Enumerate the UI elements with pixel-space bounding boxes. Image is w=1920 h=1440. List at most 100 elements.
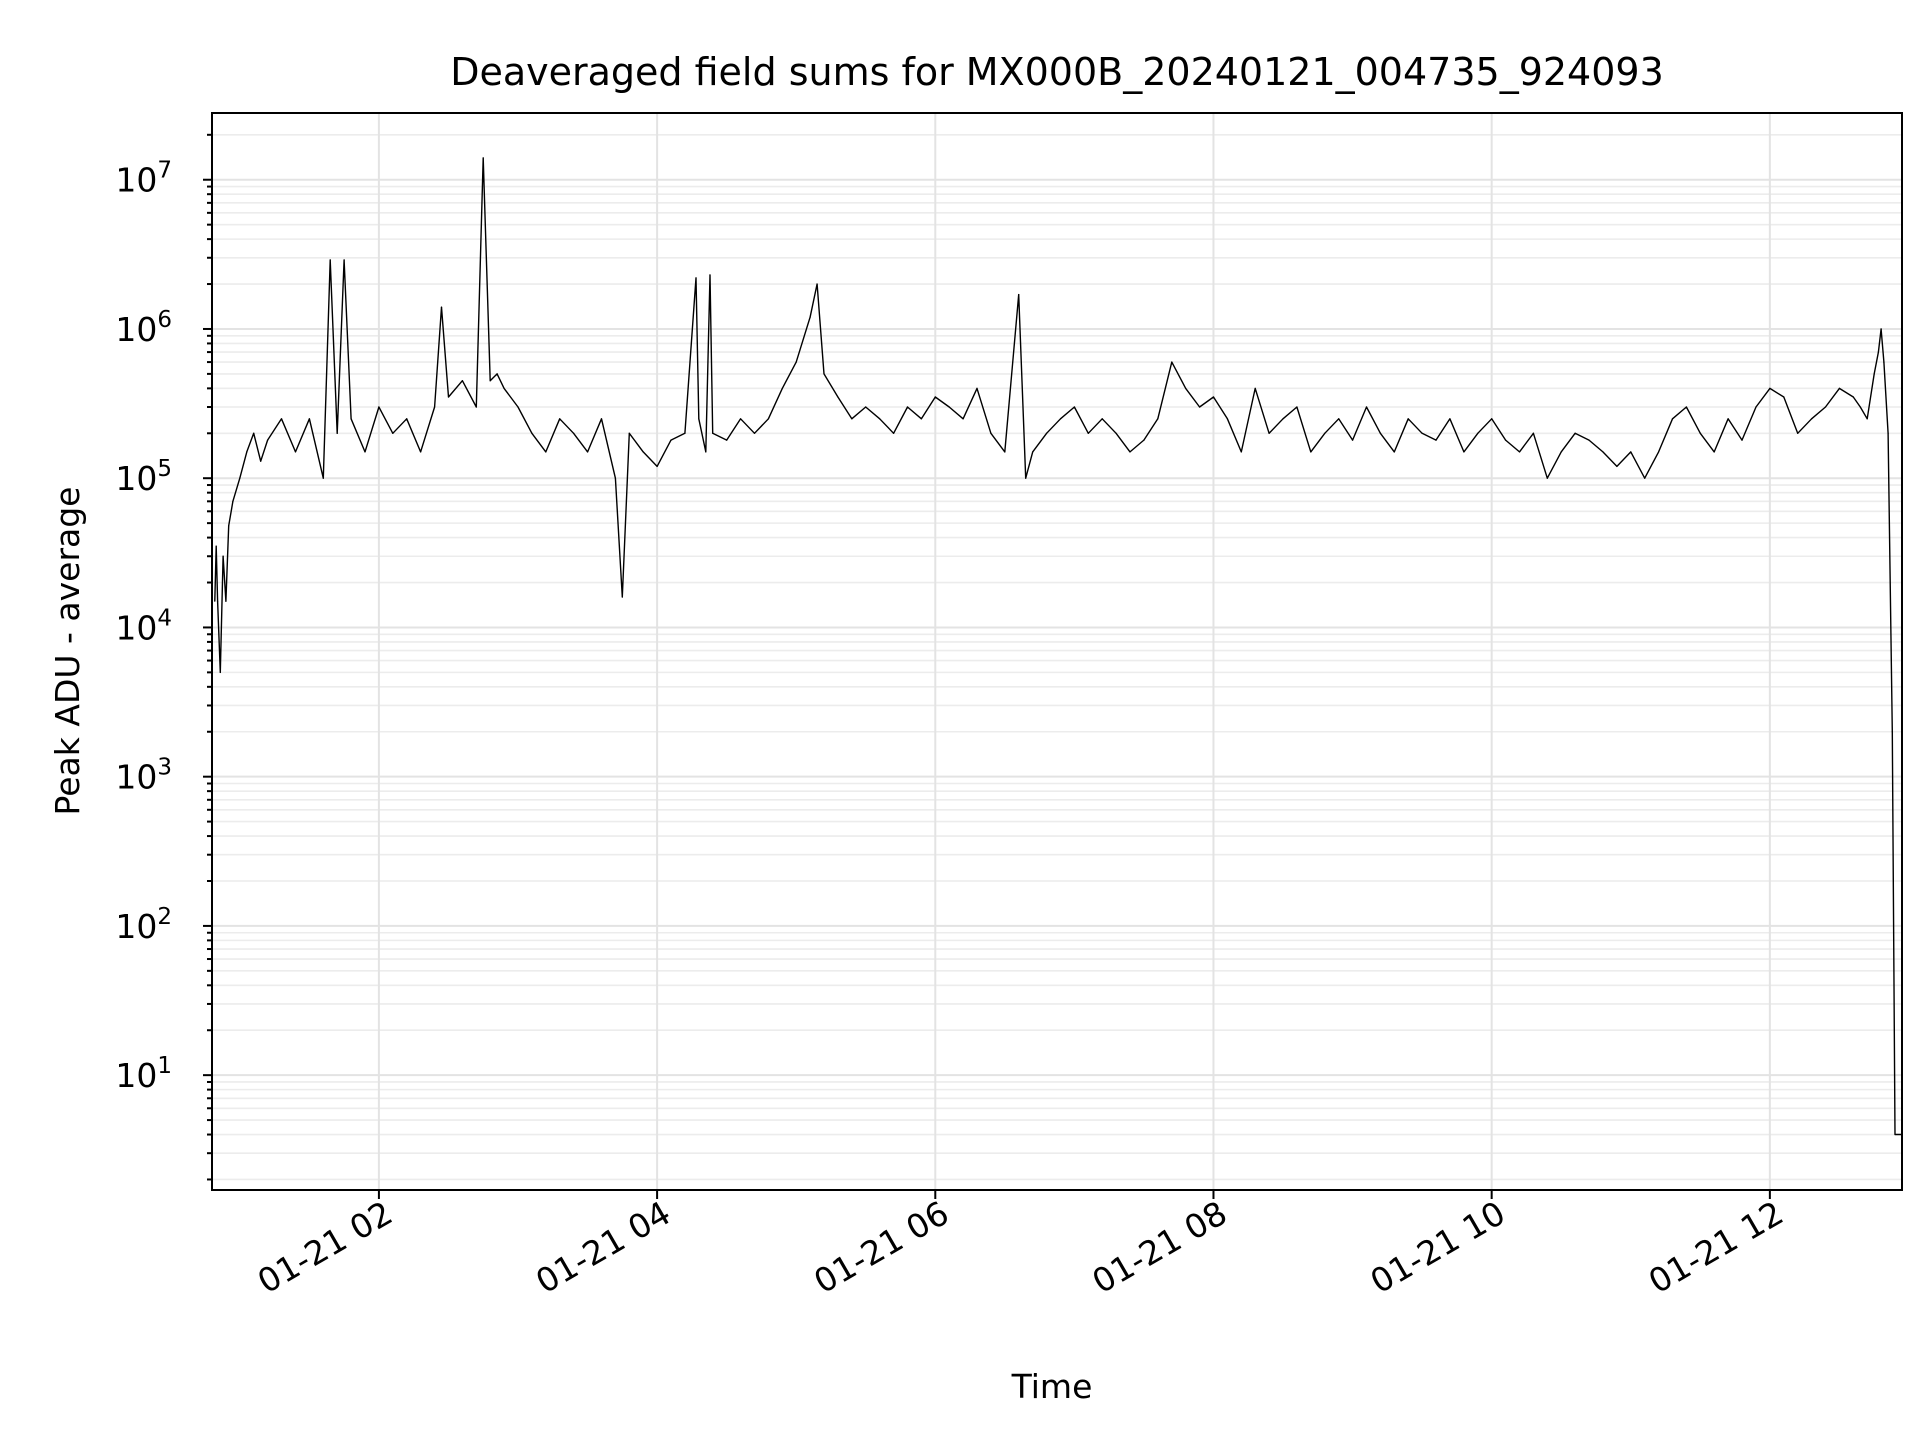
data-point	[1254, 387, 1256, 389]
data-point	[670, 439, 672, 441]
data-point	[600, 418, 603, 420]
data-point	[1887, 432, 1889, 434]
data-point	[1741, 439, 1743, 441]
data-point	[1491, 418, 1493, 420]
data-point	[1588, 439, 1590, 441]
data-point	[322, 477, 324, 479]
y-tick-base: 10	[115, 1056, 157, 1095]
data-point	[1198, 406, 1201, 408]
data-point	[1883, 361, 1885, 363]
data-point	[225, 600, 227, 602]
series-layer	[214, 157, 1903, 1136]
y-tick-exponent: 2	[157, 904, 172, 930]
data-point	[906, 406, 909, 408]
data-point	[1685, 406, 1688, 408]
x-tick-label: 01-21 02	[251, 1193, 399, 1301]
data-point	[1115, 432, 1117, 434]
data-point	[1838, 387, 1841, 389]
grid	[212, 113, 1902, 1190]
data-point	[1873, 373, 1875, 375]
data-point	[531, 432, 533, 434]
data-point	[781, 387, 783, 389]
data-point	[1616, 465, 1618, 467]
data-point	[628, 432, 630, 434]
data-point	[1268, 432, 1270, 434]
data-point	[1449, 418, 1451, 420]
data-point	[920, 418, 922, 420]
data-point	[1324, 432, 1326, 434]
data-point	[232, 500, 234, 502]
data-point	[1212, 396, 1215, 398]
y-tick-base: 10	[115, 907, 157, 946]
data-point	[559, 418, 561, 420]
y-tick-label: 104	[115, 605, 172, 647]
data-point	[461, 380, 463, 382]
data-point	[1157, 418, 1159, 420]
data-point	[573, 432, 575, 434]
data-point	[1602, 451, 1604, 453]
data-point	[795, 361, 797, 363]
data-point	[214, 600, 216, 602]
data-point	[1727, 418, 1729, 420]
data-point	[1797, 432, 1799, 434]
y-tick-exponent: 3	[157, 755, 172, 781]
x-tick-label: 01-21 12	[1642, 1193, 1790, 1301]
y-tick-exponent: 5	[157, 456, 172, 482]
y-tick-exponent: 6	[157, 307, 172, 333]
data-point	[1032, 451, 1034, 453]
data-point	[990, 432, 992, 434]
data-point	[1713, 451, 1715, 453]
data-point	[1671, 418, 1674, 420]
data-point	[1282, 418, 1284, 420]
data-point	[865, 406, 867, 408]
data-point	[216, 600, 219, 602]
data-point	[228, 525, 230, 527]
y-tick-base: 10	[115, 161, 157, 200]
data-point	[1574, 432, 1576, 434]
y-axis-label: Peak ADU - average	[48, 487, 87, 816]
series-line	[214, 157, 1902, 1136]
data-point	[892, 432, 895, 434]
y-tick-base: 10	[115, 459, 157, 498]
data-point	[343, 259, 345, 261]
data-point	[1421, 432, 1423, 434]
y-tick-base: 10	[115, 608, 157, 647]
data-point	[517, 406, 519, 408]
data-point	[364, 451, 366, 453]
y-tick-exponent: 4	[157, 605, 172, 631]
data-point	[545, 451, 547, 453]
data-point	[1338, 418, 1340, 420]
data-point	[709, 274, 711, 276]
data-point	[934, 396, 936, 398]
data-point	[1504, 439, 1507, 441]
data-point	[1755, 406, 1757, 408]
data-point	[656, 465, 658, 467]
data-point	[976, 387, 978, 389]
y-tick-base: 10	[115, 310, 157, 349]
data-point	[1810, 418, 1813, 420]
data-point	[1407, 418, 1409, 420]
data-point	[837, 396, 839, 398]
data-point	[621, 596, 623, 598]
data-point	[1880, 328, 1882, 330]
data-point	[851, 418, 853, 420]
data-point	[1171, 361, 1173, 363]
data-point	[1630, 451, 1632, 453]
x-axis: 01-21 02 01-21 04 01-21 06 01-21 08 01-21 10…	[251, 1190, 1790, 1301]
data-point	[1365, 406, 1368, 408]
data-point	[1769, 387, 1771, 389]
data-point	[1891, 731, 1893, 733]
data-point	[695, 277, 697, 279]
data-point	[1532, 432, 1534, 434]
y-tick-base: 10	[115, 758, 157, 797]
data-point	[1240, 451, 1242, 453]
y-tick-label: 105	[115, 456, 172, 498]
data-point	[1866, 418, 1868, 420]
data-point	[1699, 432, 1701, 434]
data-point	[948, 406, 950, 408]
data-point	[1435, 439, 1437, 441]
data-point	[482, 157, 484, 159]
data-point	[684, 432, 686, 434]
x-tick-label: 01-21 06	[807, 1193, 955, 1301]
